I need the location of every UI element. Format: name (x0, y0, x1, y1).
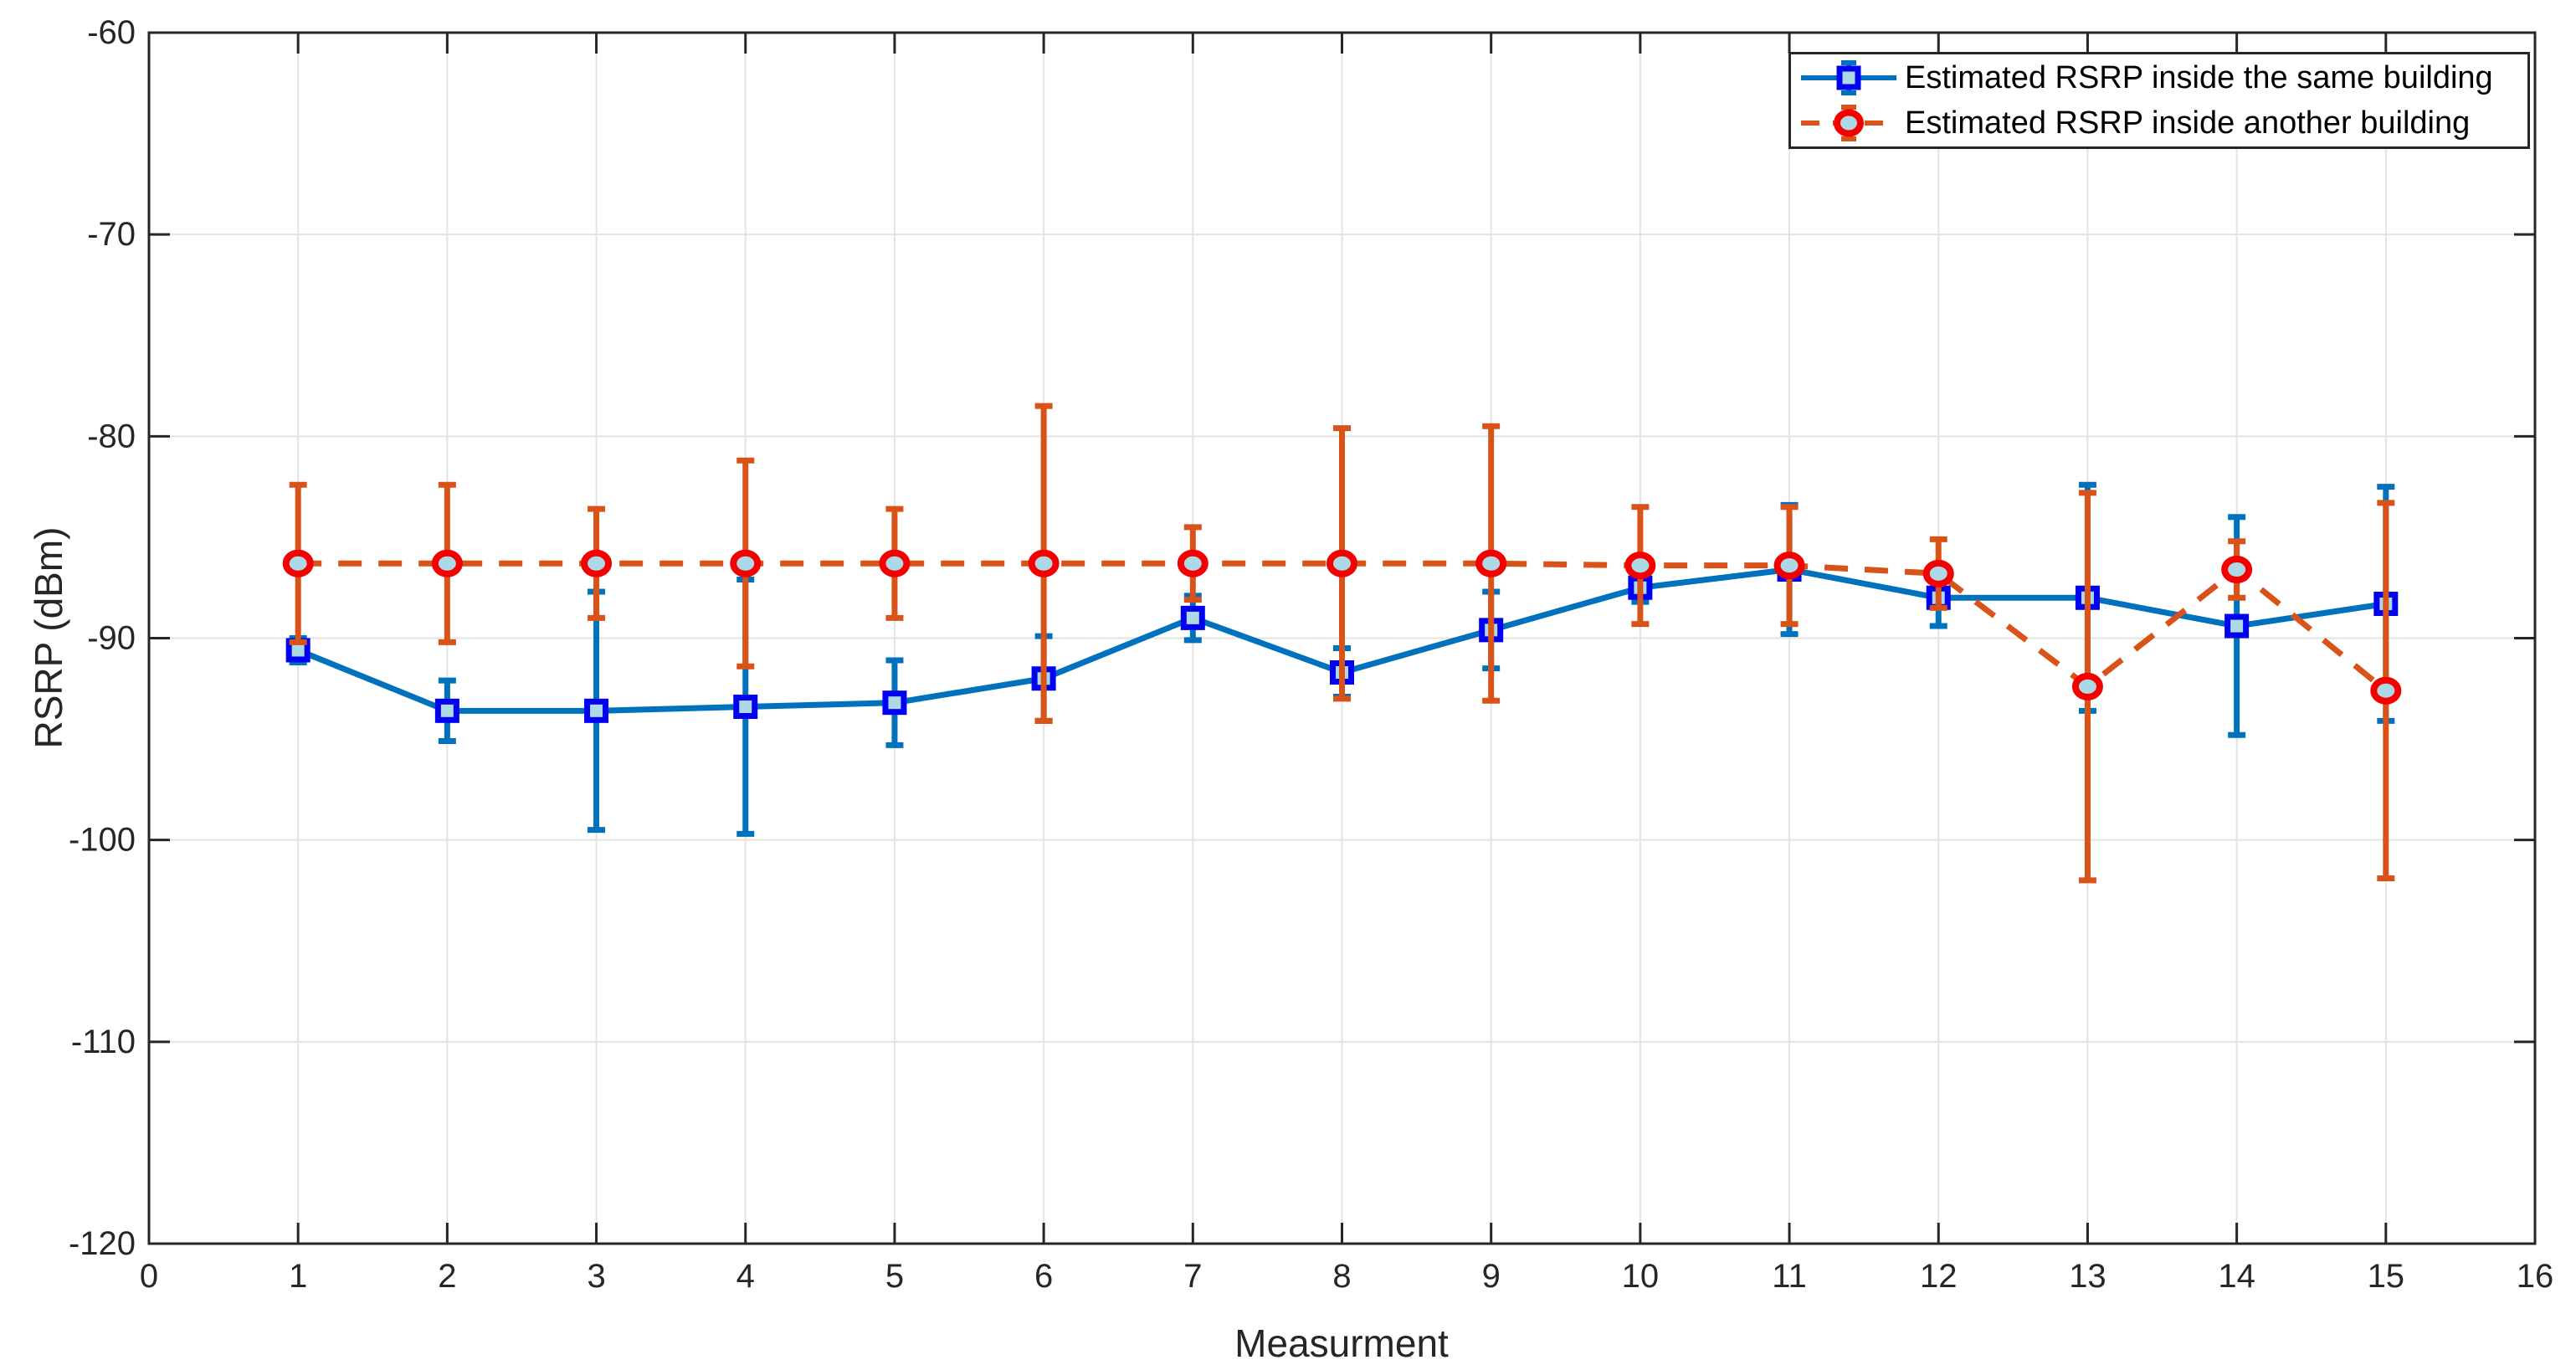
x-tick-label: 6 (1034, 1258, 1053, 1295)
x-tick-label: 2 (438, 1258, 456, 1295)
circle-marker (879, 549, 911, 577)
x-tick-label: 14 (2218, 1258, 2255, 1295)
circle-marker (2370, 676, 2402, 705)
circle-marker (282, 549, 314, 577)
x-tick-label: 12 (1920, 1258, 1958, 1295)
circle-marker (1624, 552, 1656, 580)
square-marker (2224, 613, 2250, 639)
x-tick-label: 0 (140, 1258, 158, 1295)
x-tick-label: 8 (1332, 1258, 1351, 1295)
x-tick-label: 10 (1622, 1258, 1660, 1295)
blue-errorbar-sample-icon (1801, 60, 1896, 95)
y-tick-label: -120 (69, 1225, 136, 1262)
tick-labels: 0 1 2 3 4 5 6 7 8 9 10 11 12 13 14 15 16-120-110-100-90-… (69, 14, 2553, 1295)
x-tick-label: 5 (885, 1258, 904, 1295)
x-tick-label: 7 (1183, 1258, 1202, 1295)
square-marker (1180, 605, 1205, 630)
x-tick-label: 1 (289, 1258, 307, 1295)
legend-label: Estimated RSRP inside another building (1905, 105, 2471, 141)
y-tick-label: -90 (87, 620, 136, 657)
circle-marker (730, 549, 762, 577)
legend: Estimated RSRP inside the same building … (1788, 52, 2530, 149)
legend-item-same-building: Estimated RSRP inside the same building (1791, 56, 2527, 100)
y-tick-label: -100 (69, 822, 136, 859)
x-tick-label: 16 (2517, 1258, 2554, 1295)
red-errorbar-sample-icon (1801, 105, 1896, 141)
circle-marker (431, 549, 463, 577)
axis-ticks (147, 31, 2537, 1245)
circle-marker (1177, 549, 1208, 577)
square-marker (882, 690, 907, 716)
x-tick-label: 11 (1772, 1258, 1807, 1295)
circle-marker (1326, 549, 1357, 577)
y-tick-label: -70 (87, 216, 136, 253)
y-axis-label: RSRP (dBm) (27, 526, 70, 749)
circle-marker (1773, 552, 1805, 580)
square-marker (584, 698, 609, 723)
series-1-markers (282, 549, 2402, 705)
x-tick-label: 15 (2368, 1258, 2405, 1295)
y-tick-label: -80 (87, 418, 136, 454)
series-1 (282, 403, 2402, 884)
y-tick-label: -60 (87, 14, 136, 51)
circle-marker (2071, 672, 2103, 700)
circle-marker (1028, 549, 1060, 577)
x-axis-label: Measurment (1234, 1321, 1449, 1365)
circle-marker (1922, 559, 1954, 588)
square-marker (733, 694, 758, 719)
circle-marker (2221, 556, 2253, 584)
circle-marker (1475, 549, 1507, 577)
x-tick-label: 9 (1482, 1258, 1501, 1295)
circle-marker (581, 549, 613, 577)
y-tick-label: -110 (71, 1024, 136, 1060)
x-tick-label: 3 (587, 1258, 605, 1295)
legend-label: Estimated RSRP inside the same building (1905, 59, 2493, 95)
square-marker (434, 698, 459, 723)
legend-item-another-building: Estimated RSRP inside another building (1791, 101, 2527, 145)
x-tick-label: 13 (2069, 1258, 2106, 1295)
x-tick-label: 4 (736, 1258, 755, 1295)
